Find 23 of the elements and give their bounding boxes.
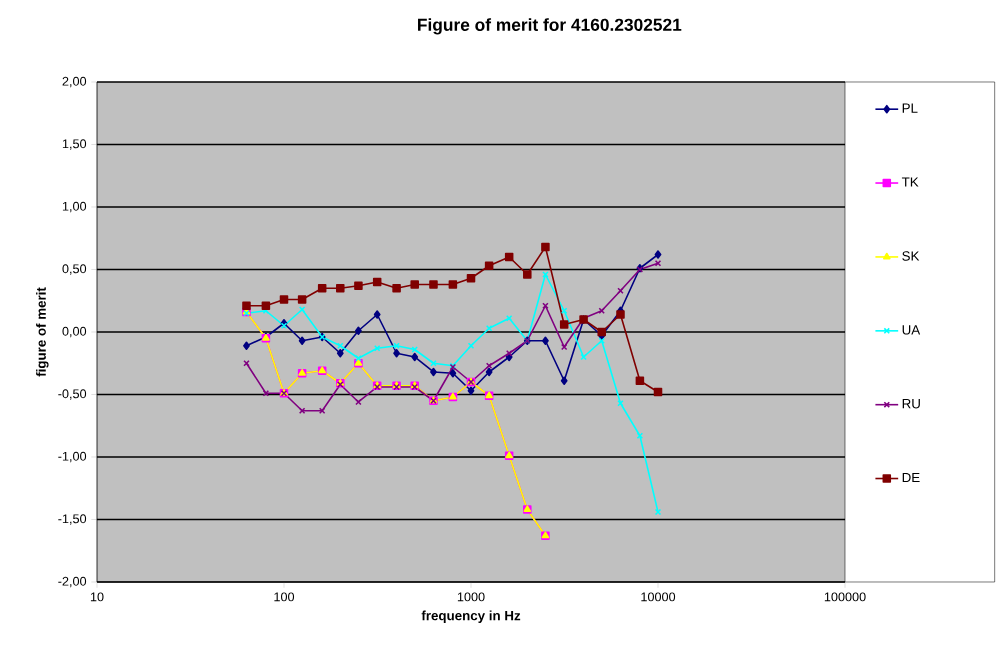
x-tick-label: 1000 <box>457 592 485 602</box>
x-tick-label: 10000 <box>641 592 676 602</box>
legend-label: RU <box>902 399 920 409</box>
y-tick-label: 0,50 <box>62 264 87 275</box>
y-tick-label: 1,50 <box>62 139 87 150</box>
y-tick-label: 0,00 <box>62 326 87 338</box>
legend-label: SK <box>902 251 920 261</box>
y-tick-label: -2,00 <box>58 576 87 588</box>
y-axis-title: figure of merit <box>36 287 49 377</box>
y-tick-label: -1,50 <box>58 514 87 525</box>
y-tick-label: -1,00 <box>58 451 87 463</box>
y-tick-label: 1,00 <box>62 201 87 213</box>
y-tick-label: 2,00 <box>62 76 87 88</box>
chart-title: Figure of merit for 4160.2302521 <box>418 18 682 35</box>
x-tick-label: 100 <box>274 592 295 602</box>
legend-label: PL <box>902 103 918 113</box>
y-tick-label: -0,50 <box>58 389 87 400</box>
x-tick-label: 100000 <box>824 592 866 602</box>
legend-label: UA <box>902 325 921 335</box>
legend-label: DE <box>902 472 920 483</box>
legend-label: TK <box>901 177 919 187</box>
x-axis-title: frequency in Hz <box>421 610 521 623</box>
x-tick-label: 10 <box>90 592 104 602</box>
